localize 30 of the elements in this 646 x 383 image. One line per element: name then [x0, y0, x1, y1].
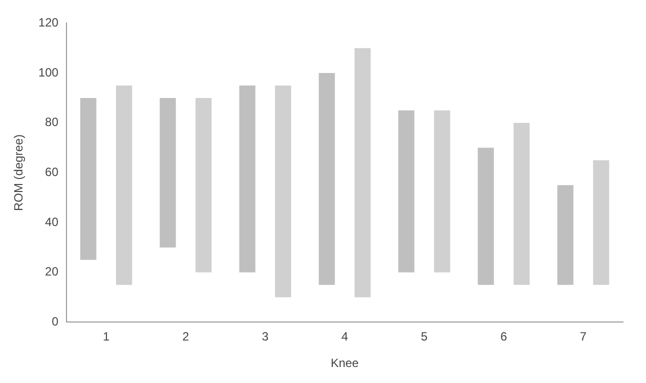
y-tick-label: 120 — [38, 16, 59, 30]
bar — [434, 110, 450, 272]
bar — [593, 160, 610, 285]
bar — [239, 85, 256, 272]
y-tick-label: 80 — [45, 115, 59, 130]
bar — [514, 122, 530, 285]
y-tick-label: 0 — [52, 314, 59, 329]
bar — [318, 73, 335, 285]
x-axis-title: Knee — [330, 356, 360, 370]
bar — [398, 110, 414, 272]
y-tick-label: 40 — [45, 214, 59, 229]
x-tick-label: 6 — [500, 330, 508, 344]
y-tick-label: 100 — [38, 65, 59, 80]
y-axis-title: ROM (degree) — [12, 134, 26, 212]
bar — [557, 185, 574, 285]
bar — [80, 98, 96, 260]
y-tick-label: 60 — [45, 165, 59, 180]
bar — [275, 85, 292, 298]
x-tick-label: 4 — [341, 330, 348, 344]
x-tick-label: 3 — [262, 330, 269, 344]
bar — [478, 148, 494, 285]
y-tick-label: 20 — [45, 264, 59, 279]
x-tick-label: 5 — [420, 330, 428, 344]
x-tick-label: 2 — [182, 330, 190, 344]
x-tick-label: 1 — [102, 330, 110, 344]
bar — [196, 98, 212, 272]
bar — [354, 48, 371, 298]
x-tick-label: 7 — [580, 330, 587, 344]
bar — [160, 98, 176, 248]
bar — [116, 85, 132, 285]
